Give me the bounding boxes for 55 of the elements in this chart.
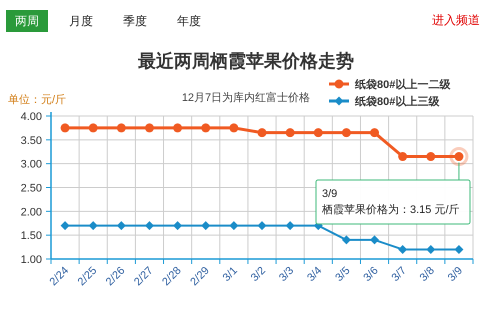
point bbox=[201, 123, 210, 132]
point bbox=[342, 235, 351, 244]
point bbox=[370, 128, 380, 138]
text: 进入频道 bbox=[432, 13, 480, 27]
point bbox=[258, 221, 266, 230]
point bbox=[258, 128, 266, 138]
point bbox=[426, 244, 436, 254]
chart-subtitle: 12月7日为库内红富士价格 bbox=[182, 91, 310, 104]
text: 两周 bbox=[15, 14, 39, 28]
legend-label: 纸袋80#以上三级 bbox=[354, 95, 440, 108]
y-tick-label: 4.00 bbox=[20, 111, 42, 123]
point bbox=[398, 244, 408, 254]
legend-label: 纸袋80#以上一二级 bbox=[354, 78, 452, 91]
y-axis-title: 单位：元/斤 bbox=[8, 93, 66, 106]
chart-title: 最近两周栖霞苹果价格走势 bbox=[137, 51, 354, 71]
x-tick-label: 3/9 bbox=[446, 264, 466, 284]
point bbox=[286, 221, 295, 230]
point bbox=[229, 221, 238, 230]
annotation: 3/9 栖霞苹果价格为：3.15 元/斤 bbox=[321, 188, 460, 216]
y-tick-label: 1.50 bbox=[20, 230, 42, 242]
x-tick-label: 3/1 bbox=[220, 264, 240, 284]
point bbox=[173, 123, 182, 132]
x-tick-label: 3/5 bbox=[333, 264, 353, 284]
point bbox=[144, 123, 154, 132]
y-tick-label: 2.00 bbox=[20, 206, 42, 218]
point bbox=[229, 123, 238, 132]
x-tick-label: 3/2 bbox=[248, 264, 268, 284]
point bbox=[144, 221, 154, 230]
text: 季度 bbox=[123, 14, 147, 28]
point bbox=[116, 221, 126, 230]
point bbox=[60, 221, 70, 230]
point bbox=[88, 221, 98, 230]
y-tick-label: 2.50 bbox=[20, 182, 42, 194]
point bbox=[173, 221, 182, 230]
point bbox=[116, 123, 126, 132]
x-tick-label: 3/3 bbox=[276, 264, 296, 284]
y-tick-label: 3.00 bbox=[20, 158, 42, 171]
y-tick-label: 3.50 bbox=[20, 134, 42, 147]
point bbox=[426, 152, 436, 162]
x-tick-label: 2/29 bbox=[188, 264, 212, 288]
point bbox=[342, 128, 351, 138]
point bbox=[88, 123, 98, 132]
point bbox=[286, 128, 295, 138]
x-tick-label: 3/7 bbox=[389, 264, 409, 284]
y-tick-label: 1.00 bbox=[20, 254, 42, 266]
x-tick-label: 3/4 bbox=[305, 264, 324, 284]
point bbox=[201, 221, 210, 230]
point bbox=[60, 123, 70, 132]
point bbox=[370, 235, 380, 244]
x-tick-label: 3/6 bbox=[361, 264, 381, 284]
text: 年度 bbox=[177, 14, 201, 28]
text: 月度 bbox=[69, 14, 93, 28]
point bbox=[398, 152, 408, 162]
x-tick-label: 3/8 bbox=[418, 264, 437, 284]
point bbox=[314, 128, 323, 138]
